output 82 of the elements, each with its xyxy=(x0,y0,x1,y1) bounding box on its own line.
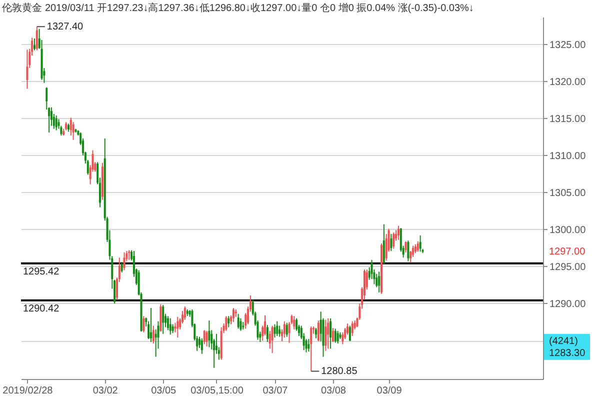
candlestick xyxy=(407,240,410,262)
candlestick xyxy=(346,322,349,336)
candlestick xyxy=(276,320,278,337)
candlestick xyxy=(208,320,210,348)
x-tick-label: 03/08 xyxy=(320,386,346,396)
candlestick xyxy=(324,319,327,352)
annotation: 1327.40 xyxy=(46,22,84,33)
candlestick xyxy=(176,316,179,338)
candlestick xyxy=(336,330,339,344)
y-tick-label: 1315.00 xyxy=(550,114,586,125)
ref-line-label: 1295.42 xyxy=(23,266,60,278)
candlestick xyxy=(293,316,296,330)
candlestick xyxy=(120,262,123,273)
candlestick xyxy=(200,338,203,354)
candlestick xyxy=(274,324,276,338)
candlestick xyxy=(123,252,126,271)
x-tick-label: 03/09 xyxy=(376,386,402,396)
y-tick-label: 1305.00 xyxy=(550,188,586,199)
candlestick xyxy=(392,232,395,250)
candlestick xyxy=(308,338,310,352)
y-tick-label: 1295.00 xyxy=(550,262,586,273)
candlestick xyxy=(342,332,344,345)
x-tick-label: 03/05 xyxy=(151,386,177,396)
candlestick xyxy=(390,233,392,252)
candlestick xyxy=(382,224,385,265)
candlestick xyxy=(334,328,336,344)
candlestick xyxy=(314,327,317,339)
candlestick xyxy=(152,325,154,344)
candlestick xyxy=(378,271,380,293)
candlestick xyxy=(128,250,130,260)
y-tick-label: 1320.00 xyxy=(550,76,586,88)
candlestick xyxy=(55,114,58,131)
candlestick xyxy=(240,318,242,332)
text: (4241) xyxy=(549,336,578,347)
candlestick xyxy=(330,318,332,350)
text: 1297.00 xyxy=(549,246,586,258)
candlestick xyxy=(278,325,281,338)
candlestick xyxy=(232,307,234,322)
candlestick xyxy=(169,318,172,336)
candlestick xyxy=(351,320,354,337)
candlestick xyxy=(286,322,288,338)
y-tick-label: 1325.00 xyxy=(550,40,586,51)
candlestick xyxy=(206,330,208,347)
candlestick xyxy=(271,325,274,354)
y-tick-label: 1310.00 xyxy=(550,150,586,162)
candlestick xyxy=(310,326,312,372)
text: 1283.30 xyxy=(549,348,586,359)
x-tick-label: 03/05,15:00 xyxy=(190,386,244,396)
x-tick-label: 03/07 xyxy=(262,386,288,396)
annotation: 1280.85 xyxy=(321,366,358,378)
candlestick xyxy=(162,304,164,334)
candlestick xyxy=(283,320,286,338)
y-tick-label: 1290.00 xyxy=(550,298,586,310)
candlestick xyxy=(72,122,74,140)
candlestick xyxy=(142,316,145,333)
candlestick xyxy=(70,117,72,136)
candlestick xyxy=(203,330,206,345)
ref-line-label: 1290.42 xyxy=(23,303,60,314)
candlestick xyxy=(26,49,28,90)
y-tick-label: 1300.00 xyxy=(550,224,586,236)
candlestick xyxy=(348,325,351,342)
candlestick xyxy=(225,316,228,332)
candlestick xyxy=(397,225,400,240)
candlestick xyxy=(237,313,240,330)
candlestick xyxy=(33,38,36,51)
candlestick xyxy=(150,307,152,342)
candlestick xyxy=(416,240,419,252)
candlestick xyxy=(404,240,407,253)
candlestick xyxy=(344,327,346,340)
chart-title: 伦敦黄金 2019/03/11 开1297.23↓高1297.36↓低1296.80↓收1297.00↓量0 仓0 增0 振0.04% 涨(-0.35)-0.03%↓ xyxy=(2,2,474,14)
candlestick xyxy=(317,320,320,342)
candlestick xyxy=(36,26,38,51)
candlestick xyxy=(419,234,422,252)
x-tick-label: 2019/02/28 xyxy=(2,386,54,396)
x-tick-label: 03/02 xyxy=(92,386,118,396)
candlestick xyxy=(184,306,186,320)
candlestick xyxy=(228,316,230,328)
candlestick xyxy=(332,327,334,342)
candlestick xyxy=(266,324,268,342)
candlestick xyxy=(327,318,330,350)
candlestick xyxy=(370,259,373,280)
candlestick xyxy=(166,316,169,331)
